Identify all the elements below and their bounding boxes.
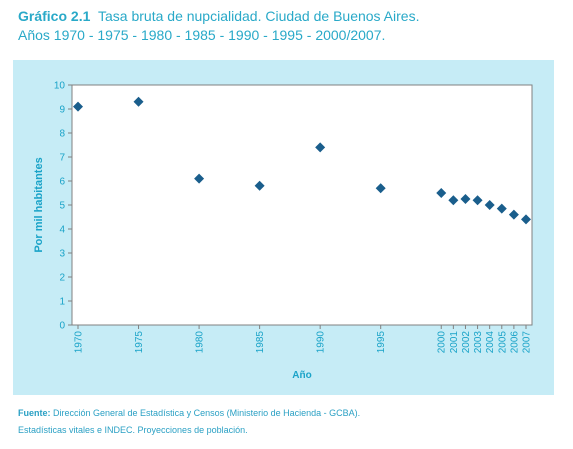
x-tick-label: 2001 <box>449 331 460 354</box>
x-tick-label: 2005 <box>497 331 508 354</box>
data-point <box>508 209 519 220</box>
x-tick-label: 1980 <box>195 331 206 354</box>
figure-number: Gráfico 2.1 <box>18 8 91 24</box>
figure-title: Tasa bruta de nupcialidad. Ciudad de Bue… <box>98 8 420 24</box>
data-point <box>133 96 144 107</box>
y-tick-label: 0 <box>59 321 65 332</box>
source-note: Fuente: Dirección General de Estadística… <box>18 405 558 439</box>
plot-area <box>71 84 533 326</box>
chart-heading: Gráfico 2.1 Tasa bruta de nupcialidad. C… <box>18 7 558 45</box>
data-point <box>194 173 205 184</box>
x-axis-title: Año <box>292 370 311 381</box>
x-tick-label: 1975 <box>134 331 145 354</box>
data-point <box>436 188 447 198</box>
y-axis-title: Por mil habitantes <box>33 157 45 252</box>
data-point <box>315 142 326 153</box>
data-point <box>496 203 507 214</box>
source-label: Fuente: <box>18 408 51 418</box>
x-tick-label: 2003 <box>473 331 484 354</box>
y-tick-label: 10 <box>54 81 66 92</box>
heading-line-1: Gráfico 2.1 Tasa bruta de nupcialidad. C… <box>18 7 558 26</box>
data-point <box>460 194 471 204</box>
y-tick-label: 8 <box>59 129 65 140</box>
x-tick-label: 2007 <box>522 331 533 354</box>
x-tick-label: 1970 <box>74 331 85 354</box>
x-tick-label: 2000 <box>437 331 448 354</box>
x-tick-label: 1985 <box>255 331 266 354</box>
source-text-2: Estadísticas vitales e INDEC. Proyeccion… <box>18 425 248 435</box>
y-tick-label: 5 <box>59 201 65 212</box>
y-tick-label: 6 <box>59 177 65 188</box>
x-tick-label: 1990 <box>316 331 327 354</box>
figure-subtitle: Años 1970 - 1975 - 1980 - 1985 - 1990 - … <box>18 27 386 43</box>
data-point <box>484 200 495 210</box>
data-point <box>254 180 265 191</box>
y-tick-label: 7 <box>59 153 65 164</box>
y-tick-label: 4 <box>59 225 65 236</box>
data-point <box>448 195 459 206</box>
source-text-1: Dirección General de Estadística y Censo… <box>53 408 361 418</box>
data-point <box>375 183 386 194</box>
data-point <box>521 214 531 225</box>
x-tick-label: 1995 <box>376 331 387 354</box>
data-point <box>472 195 483 206</box>
x-tick-label: 2006 <box>509 331 520 354</box>
y-tick-label: 1 <box>59 297 65 308</box>
y-tick-label: 2 <box>59 273 65 284</box>
source-line-1: Fuente: Dirección General de Estadística… <box>18 405 558 422</box>
y-tick-label: 9 <box>59 105 65 116</box>
y-tick-label: 3 <box>59 249 65 260</box>
x-tick-label: 2004 <box>485 331 496 354</box>
data-point <box>73 101 83 112</box>
x-tick-label: 2002 <box>461 331 472 354</box>
